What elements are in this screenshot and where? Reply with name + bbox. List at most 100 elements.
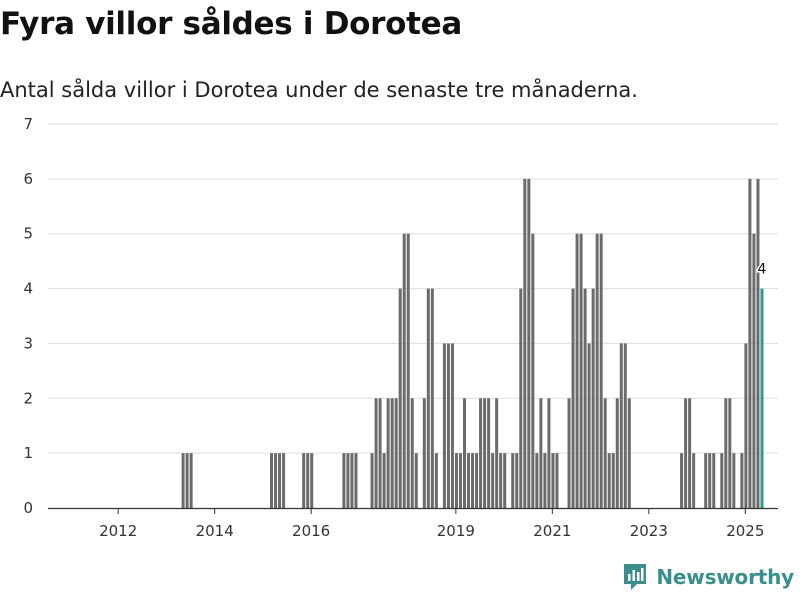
bar (422, 398, 426, 508)
brand: Newsworthy (622, 562, 794, 592)
bar (535, 453, 539, 508)
bar (623, 343, 627, 508)
bar (306, 453, 310, 508)
bar (527, 178, 531, 509)
bar (350, 453, 354, 508)
y-tick-label: 7 (23, 115, 33, 133)
bar (571, 288, 575, 508)
bar (274, 453, 278, 508)
y-tick-label: 5 (23, 225, 33, 243)
bar (390, 398, 394, 508)
bar (752, 233, 756, 508)
bar (495, 398, 499, 508)
bar (434, 453, 438, 508)
chart-title: Fyra villor såldes i Dorotea (0, 6, 463, 42)
x-tick-label: 2016 (292, 522, 330, 540)
bar (688, 398, 692, 508)
bar (406, 233, 410, 508)
chart-subtitle: Antal sålda villor i Dorotea under de se… (0, 78, 638, 102)
bar (728, 398, 732, 508)
bar (382, 453, 386, 508)
bar (583, 288, 587, 508)
bar (692, 453, 696, 508)
bar (479, 398, 483, 508)
bar (591, 288, 595, 508)
bar (278, 453, 282, 508)
newsworthy-logo-icon (624, 564, 647, 590)
bar (543, 453, 547, 508)
bar-highlight (760, 288, 764, 508)
bar (551, 453, 555, 508)
bar (607, 453, 611, 508)
bar (414, 453, 418, 508)
bar (603, 398, 607, 508)
bar (310, 453, 314, 508)
bar (555, 453, 559, 508)
bar (587, 343, 591, 508)
bar (467, 453, 471, 508)
x-tick-label: 2025 (726, 522, 764, 540)
bar (539, 398, 543, 508)
y-tick-label: 3 (23, 334, 33, 352)
bar (511, 453, 515, 508)
y-tick-label: 2 (23, 389, 33, 407)
bar (471, 453, 475, 508)
bar (454, 453, 458, 508)
bar (756, 178, 760, 509)
bar (732, 453, 736, 508)
bar (442, 343, 446, 508)
bar (615, 398, 619, 508)
bar (595, 233, 599, 508)
bar (704, 453, 708, 508)
bar (394, 398, 398, 508)
bar (503, 453, 507, 508)
bar (599, 233, 603, 508)
bar (378, 398, 382, 508)
x-tick-label: 2014 (196, 522, 234, 540)
bar (547, 398, 551, 508)
bar (185, 453, 189, 508)
bar (515, 453, 519, 508)
bar (748, 178, 752, 509)
bar (370, 453, 374, 508)
bar (724, 398, 728, 508)
x-tick-label: 2012 (99, 522, 137, 540)
bar (270, 453, 274, 508)
bar (354, 453, 358, 508)
bar (499, 453, 503, 508)
bar (450, 343, 454, 508)
last-value-label: 4 (758, 262, 767, 278)
bar (720, 453, 724, 508)
bar (483, 398, 487, 508)
bar (475, 453, 479, 508)
bar (519, 288, 523, 508)
bar (684, 398, 688, 508)
y-tick-label: 4 (23, 280, 33, 298)
bar (463, 398, 466, 508)
bar-chart: 0 1 2 3 4 5 6 7 4 2012 2014 2016 2019 2021 2023 2025 (23, 115, 778, 540)
bar (680, 453, 684, 508)
bar (189, 453, 193, 508)
bar (181, 453, 185, 508)
bar (402, 233, 406, 508)
bar (487, 398, 491, 508)
bar (282, 453, 286, 508)
x-tick-label: 2019 (437, 522, 475, 540)
bar (458, 453, 462, 508)
bar (374, 398, 378, 508)
bar (446, 343, 450, 508)
bar (302, 453, 306, 508)
bar (579, 233, 583, 508)
x-tick-label: 2021 (533, 522, 571, 540)
bar (712, 453, 716, 508)
x-tick-label: 2023 (630, 522, 668, 540)
bar (744, 343, 748, 508)
bar (740, 453, 744, 508)
bar (531, 233, 535, 508)
bar (575, 233, 579, 508)
bar (346, 453, 350, 508)
bar (386, 398, 390, 508)
y-tick-label: 6 (23, 170, 33, 188)
bar (430, 288, 434, 508)
brand-name: Newsworthy (656, 565, 794, 589)
